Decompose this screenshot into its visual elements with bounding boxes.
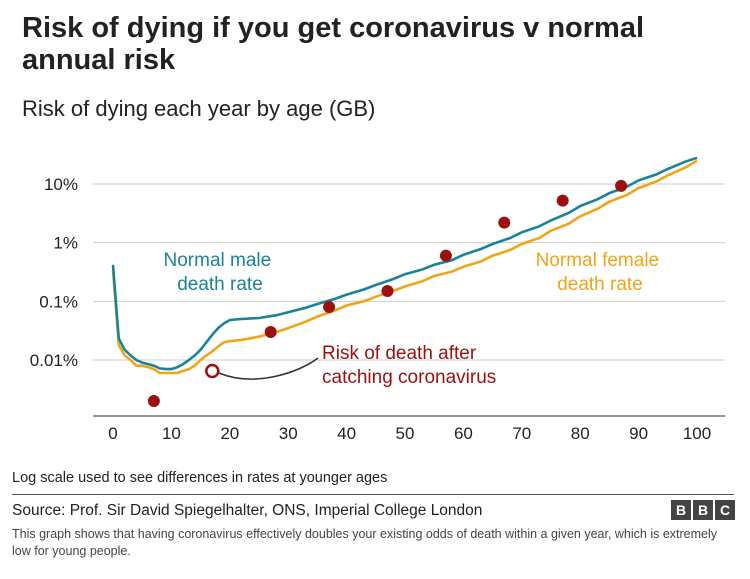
x-tick-label: 0	[108, 424, 117, 443]
covid-point	[323, 301, 336, 314]
chart-plot: 0.01% 0.1% 1% 10% 0 10 20 30 40 50 60 70 80 90 100 No…	[30, 156, 725, 443]
covid-point	[381, 285, 394, 298]
bbc-logo-c: C	[715, 500, 735, 520]
covid-point	[147, 395, 160, 408]
annotation-connector	[218, 357, 319, 380]
bbc-logo-b1: B	[671, 500, 691, 520]
series-label-female: Normal female death rate	[536, 250, 665, 295]
x-tick-label: 80	[571, 424, 590, 443]
source-text: Source: Prof. Sir David Spiegelhalter, O…	[12, 502, 483, 519]
bbc-logo: B B C	[671, 500, 735, 520]
covid-point	[556, 194, 569, 207]
y-tick-label: 1%	[53, 234, 78, 253]
x-tick-label: 30	[279, 424, 298, 443]
chart-title: Risk of dying if you get coronavirus v n…	[22, 12, 644, 76]
covid-point	[615, 179, 628, 192]
x-tick-label: 100	[683, 424, 711, 443]
x-tick-label: 40	[337, 424, 356, 443]
series-line-female	[111, 159, 698, 375]
covid-point	[264, 326, 277, 339]
x-tick-label: 10	[162, 424, 181, 443]
footnote: Log scale used to see differences in rat…	[12, 470, 388, 486]
x-tick-label: 60	[454, 424, 473, 443]
x-tick-label: 90	[629, 424, 648, 443]
y-tick-label: 0.01%	[30, 351, 78, 370]
x-tick-label: 20	[220, 424, 239, 443]
bbc-logo-b2: B	[693, 500, 713, 520]
x-tick-label: 50	[396, 424, 415, 443]
y-tick-label: 10%	[44, 175, 78, 194]
covid-point	[439, 249, 452, 262]
divider	[12, 494, 734, 495]
series-label-male: Normal male death rate	[164, 250, 277, 295]
image-caption: This graph shows that having coronavirus…	[12, 527, 718, 558]
y-tick-label: 0.1%	[39, 292, 78, 311]
series-label-covid: Risk of death after catching coronavirus	[322, 343, 496, 388]
covid-point	[498, 216, 511, 229]
chart-subtitle: Risk of dying each year by age (GB)	[22, 96, 376, 121]
x-tick-label: 70	[512, 424, 531, 443]
covid-point	[205, 363, 220, 379]
series-line-male	[111, 156, 698, 371]
